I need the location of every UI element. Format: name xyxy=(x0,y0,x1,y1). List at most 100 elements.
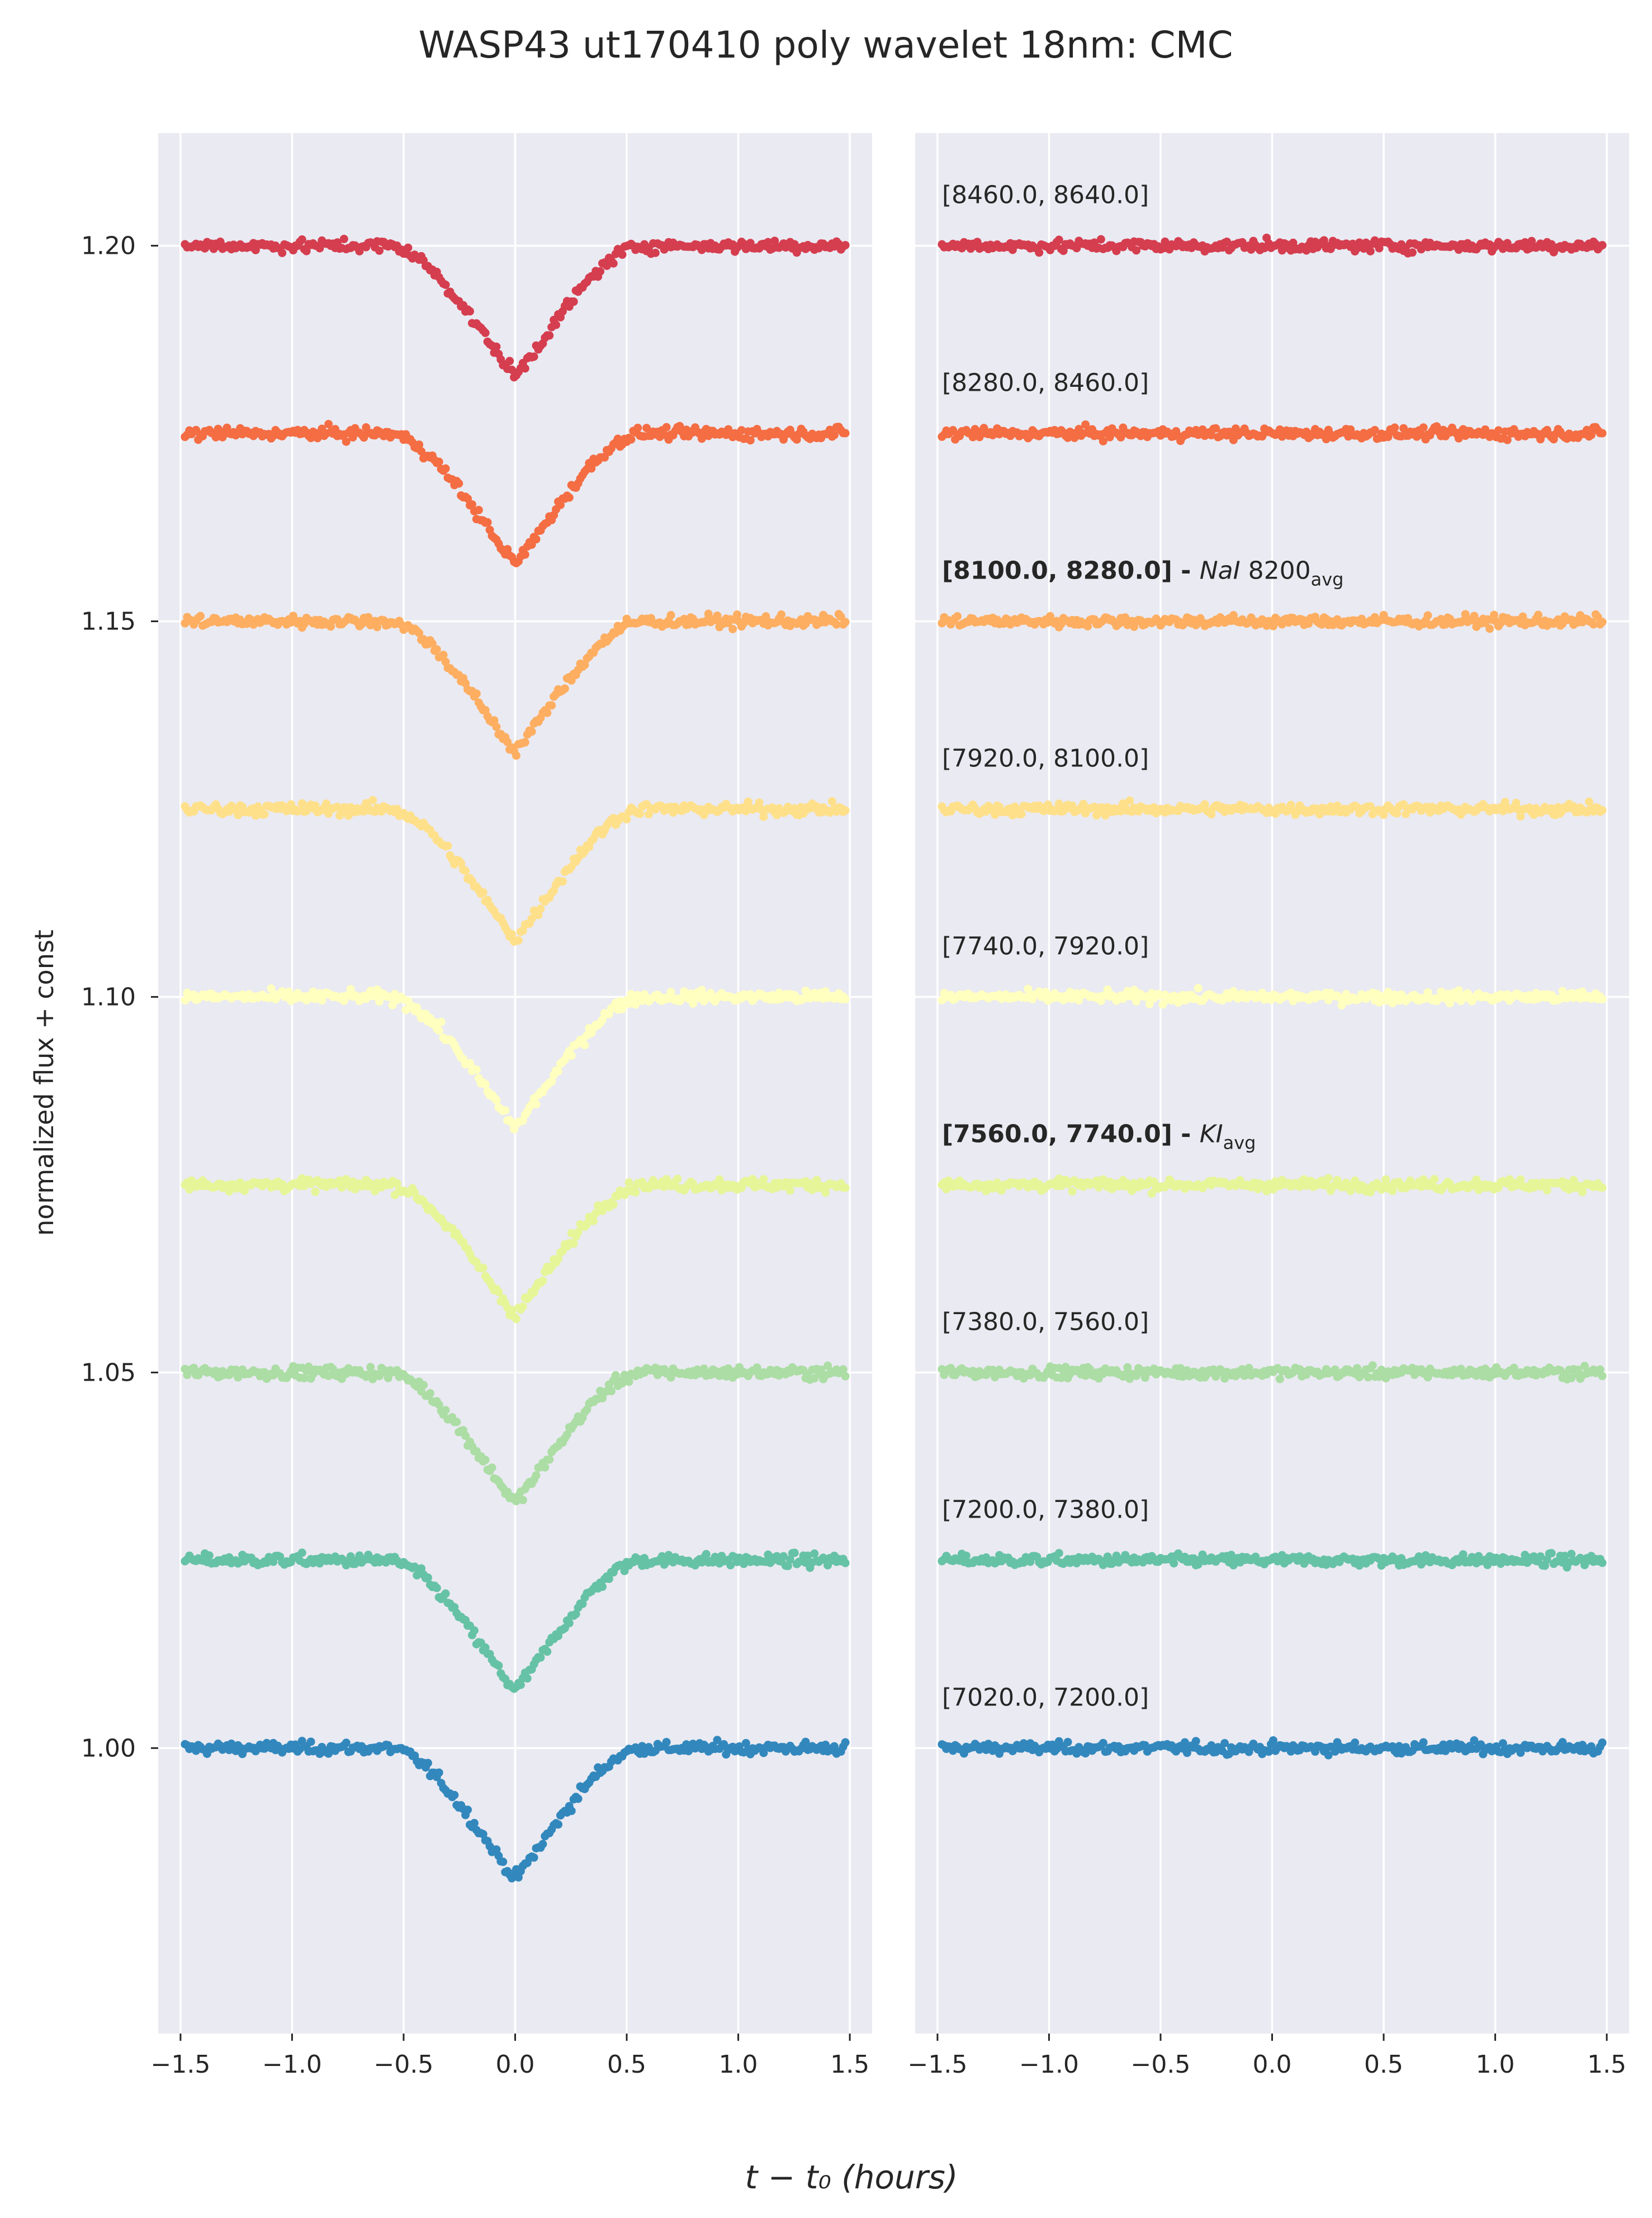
data-point xyxy=(817,1365,826,1374)
data-point xyxy=(479,1263,487,1272)
residual-point xyxy=(1384,988,1393,997)
data-point xyxy=(236,1178,245,1187)
data-point xyxy=(481,329,490,338)
residual-point xyxy=(946,1364,955,1373)
data-point xyxy=(627,990,636,999)
y-tick-label: 1.10 xyxy=(81,983,136,1011)
data-point xyxy=(567,1807,576,1816)
data-point xyxy=(618,1379,627,1388)
data-point xyxy=(532,1471,541,1480)
data-point xyxy=(494,1661,503,1670)
residual-point xyxy=(1509,1363,1518,1372)
residual-point xyxy=(1068,1187,1077,1196)
data-point xyxy=(684,620,693,629)
data-point xyxy=(474,505,483,514)
data-point xyxy=(311,801,320,810)
residual-point xyxy=(1569,1176,1578,1184)
data-point xyxy=(554,1067,563,1075)
data-point xyxy=(598,1206,607,1215)
data-point xyxy=(578,1599,587,1608)
residual-point xyxy=(1331,1365,1339,1374)
residual-series-points xyxy=(938,610,1607,633)
data-point xyxy=(713,1736,722,1745)
data-point xyxy=(565,493,574,502)
residual-point xyxy=(1368,1361,1377,1370)
x-tick-label: 1.0 xyxy=(719,2050,758,2079)
data-point xyxy=(728,624,737,633)
data-point xyxy=(342,1738,351,1747)
data-point xyxy=(764,1550,773,1559)
residual-point xyxy=(1490,610,1499,619)
residual-point xyxy=(1145,999,1154,1008)
data-point xyxy=(631,1000,640,1009)
series-points xyxy=(181,609,850,760)
series-points xyxy=(181,420,850,567)
residual-point xyxy=(1558,987,1567,996)
residual-point xyxy=(1470,1736,1479,1745)
data-point xyxy=(702,1549,711,1558)
data-point xyxy=(481,1080,490,1089)
data-point xyxy=(190,1363,198,1372)
data-point xyxy=(591,1208,600,1217)
data-point xyxy=(759,1175,768,1184)
data-point xyxy=(560,684,569,693)
data-point xyxy=(503,544,512,553)
residual-point xyxy=(1516,1175,1525,1184)
residual-point xyxy=(1081,1371,1090,1380)
data-point xyxy=(419,1381,428,1390)
data-point xyxy=(841,1183,850,1192)
series-points xyxy=(181,984,850,1134)
light-curve-points xyxy=(181,235,850,1883)
data-point xyxy=(832,620,841,629)
light-curve-panel: −1.5 −1.0 −0.5 0.0 0.5 1.0 1.5 1.001.051.101.1… xyxy=(81,133,872,2079)
residual-point xyxy=(1081,420,1090,429)
residual-point xyxy=(1578,1188,1587,1197)
residual-point xyxy=(1057,1373,1066,1382)
data-point xyxy=(508,930,517,939)
data-point xyxy=(810,1549,819,1558)
data-point xyxy=(604,1575,613,1584)
data-point xyxy=(443,841,452,850)
data-point xyxy=(631,1188,640,1197)
residual-point xyxy=(1381,1175,1390,1184)
x-tick-label: 1.5 xyxy=(830,2050,869,2079)
data-point xyxy=(234,811,243,819)
series-points xyxy=(181,796,850,946)
data-point xyxy=(324,420,333,429)
data-point xyxy=(803,1551,812,1560)
residual-point xyxy=(1170,1559,1178,1568)
series-points xyxy=(181,1174,850,1324)
residual-point xyxy=(1423,988,1432,997)
residual-point xyxy=(1268,622,1277,631)
data-point xyxy=(304,1362,313,1371)
residual-point xyxy=(1322,1181,1331,1189)
data-point xyxy=(532,1099,541,1108)
data-point xyxy=(309,987,318,996)
data-point xyxy=(779,1552,788,1561)
data-point xyxy=(344,811,353,820)
data-point xyxy=(499,1857,508,1866)
data-point xyxy=(441,464,450,473)
data-point xyxy=(545,331,554,340)
data-point xyxy=(463,494,472,503)
residual-point xyxy=(1598,618,1607,627)
data-point xyxy=(777,610,786,619)
residual-point xyxy=(1560,1551,1569,1560)
data-point xyxy=(432,645,441,654)
data-point xyxy=(324,1749,333,1758)
data-point xyxy=(583,1220,591,1229)
data-point xyxy=(755,798,764,807)
data-point xyxy=(543,1647,552,1656)
data-point xyxy=(432,1584,441,1593)
data-point xyxy=(346,985,355,994)
data-point xyxy=(538,1276,547,1285)
residual-point xyxy=(1536,1552,1545,1561)
data-point xyxy=(558,877,567,886)
data-point xyxy=(841,1372,850,1381)
residual-point xyxy=(1094,1183,1103,1192)
residual-point xyxy=(1220,1739,1229,1748)
data-point xyxy=(472,689,481,698)
data-point xyxy=(821,1188,830,1197)
residual-point xyxy=(1534,610,1543,619)
residual-series-points xyxy=(938,1361,1607,1384)
